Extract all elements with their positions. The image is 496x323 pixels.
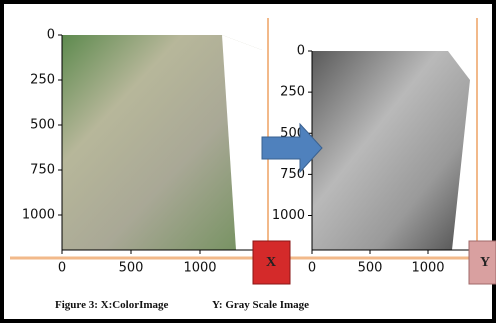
y-tick-label: 500 — [30, 118, 55, 133]
y-tick-label: 250 — [30, 73, 55, 88]
y-tick-label: 0 — [297, 44, 305, 59]
page: {"panels": [ {"yticks": [0, 250, 500, 75… — [0, 0, 496, 323]
y-tick-label: 250 — [280, 85, 305, 100]
caption: Figure 3: X:ColorImage — [55, 299, 169, 311]
y-tick-label: 750 — [30, 163, 55, 178]
x-tick-label: 0 — [58, 261, 66, 276]
gray-image — [312, 51, 470, 250]
x-tick-label: 0 — [308, 261, 316, 276]
y-tick-label: 1000 — [272, 208, 305, 223]
panel-label: X — [266, 255, 276, 270]
figure: X Y Figure 3: X:ColorImage Y: Gray Scale… — [0, 0, 496, 323]
x-tick-label: 1000 — [183, 261, 216, 276]
x-tick-label: 500 — [119, 261, 144, 276]
y-tick-label: 0 — [47, 28, 55, 43]
caption: Y: Gray Scale Image — [212, 299, 309, 311]
x-tick-label: 1000 — [411, 261, 444, 276]
x-tick-label: 500 — [358, 261, 383, 276]
panel-label: Y — [480, 255, 490, 270]
y-tick-label: 1000 — [22, 208, 55, 223]
